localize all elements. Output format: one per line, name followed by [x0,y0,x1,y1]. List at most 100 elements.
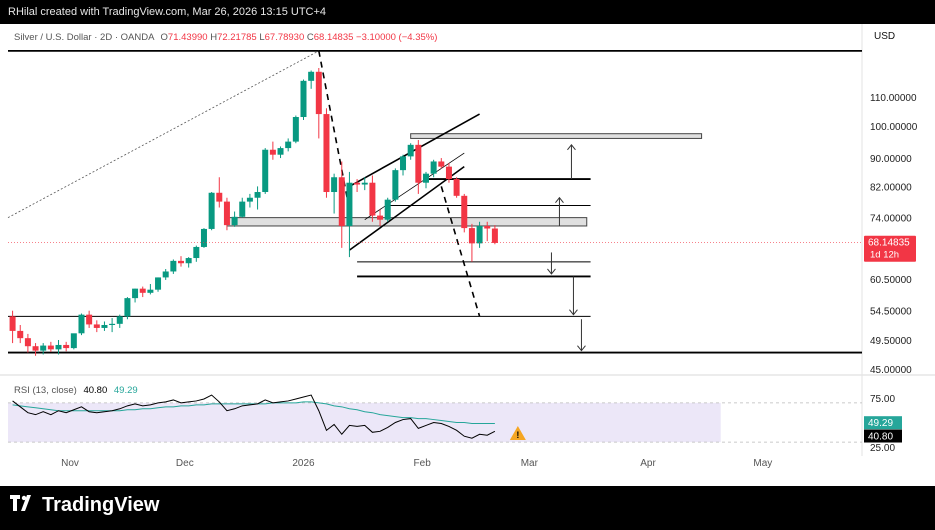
candle-body [239,201,246,217]
price-tick-label: 82.00000 [870,182,912,193]
candle-body [476,225,483,244]
channel-lower-line [348,165,465,251]
legend-low: 67.78930 [264,32,305,43]
candle-body [292,117,299,142]
rsi-ma-tag-box [864,416,902,430]
candle-body [216,192,223,202]
candle-body [392,170,399,200]
price-tick-label: 74.00000 [870,214,912,225]
candle-body [162,271,169,278]
legend-symbol: Silver / U.S. Dollar · 2D · OANDA [14,32,154,43]
candle-body [55,344,62,350]
symbol-legend: Silver / U.S. Dollar · 2D · OANDA O71.43… [14,32,437,43]
price-tag-box [864,235,916,262]
candle-body [277,148,284,155]
candle-body [47,345,54,350]
candle-body [101,325,108,328]
candle-body [308,71,315,81]
dotted-trendline [7,50,319,218]
rsi-value-tag: 40.80 [868,432,893,443]
chart-svg[interactable]: USD 110.00000 100.00000 90.00000 82.00000 74.… [0,24,935,486]
candle-body [86,314,93,325]
price-tag-countdown: 1d 12h [870,250,899,261]
candle-body [453,179,460,196]
candle-body [40,345,47,351]
candle-body [109,323,116,326]
watermark-bar: RHilal created with TradingView.com, Mar… [0,0,935,24]
candle-body [315,71,322,115]
rsi-line [12,394,496,439]
rsi-tick-label: 75.00 [870,394,895,405]
candle-body [438,161,445,167]
price-tick-label: 60.50000 [870,275,912,286]
legend-high-label: H [210,32,218,43]
candle-body [200,228,207,247]
channel-upper-line [349,113,480,188]
candle-body [24,338,31,347]
candle-body [246,197,253,202]
tradingview-logo[interactable]: TradingView [10,494,159,517]
legend-low-label: L [259,32,265,43]
warning-icon [509,426,526,440]
date-tick-label: May [753,458,772,469]
horizontal-zone [410,133,703,139]
candle-body [147,289,154,293]
candle-body [78,314,85,334]
candle-body [354,182,361,185]
candle-body [208,192,215,229]
chart-frame[interactable]: USD 110.00000 100.00000 90.00000 82.00000 74.… [0,24,935,486]
candle-body [193,246,200,259]
rsi-legend: RSI (13, close) 40.80 49.29 [14,385,138,396]
candle-body [70,333,77,349]
rsi-value-tag-box [864,429,902,443]
price-tick-label: 100.00000 [870,122,918,133]
candle-body [445,166,452,180]
legend-change: −3.10000 (−4.35%) [356,32,438,43]
candle-body [139,288,146,293]
candle-body [323,114,330,193]
rsi-band [8,402,721,443]
warning-icon-mark: ! [516,430,519,440]
candle-body [338,177,345,226]
price-tick-label: 90.00000 [870,154,912,165]
brand-name: TradingView [42,494,160,516]
date-tick-label: Nov [61,458,79,469]
candle-body [178,260,185,264]
candle-body [170,260,177,272]
down-arrow-head [569,309,578,316]
date-tick-label: Dec [176,458,194,469]
date-tick-label: Mar [521,458,539,469]
watermark-text: RHilal created with TradingView.com, Mar… [8,6,327,18]
price-tick-label: 45.00000 [870,365,912,376]
price-tag-value: 68.14835 [868,238,910,249]
price-tick-label: 49.50000 [870,336,912,347]
horizontal-zone [226,217,588,227]
channel-mid-line [364,152,465,221]
brand-bar [0,486,935,530]
candle-body [430,161,437,174]
candle-body [32,346,39,351]
candle-body [415,144,422,183]
rsi-legend-ma: 49.29 [113,385,138,396]
candle-body [384,199,391,220]
candle-body [132,288,139,299]
candle-body [285,141,292,149]
rsi-tick-label: 25.00 [870,443,895,454]
candle-body [63,344,70,349]
date-tick-label: Feb [414,458,432,469]
candle-body [262,149,269,193]
down-arrow-head [577,345,586,352]
candle-body [231,216,238,226]
candle-body [484,225,491,229]
candle-body [269,149,276,155]
candle-body [400,156,407,171]
date-tick-label: Apr [640,458,656,469]
candle-body [346,182,353,226]
rsi-ma-tag: 49.29 [868,418,893,429]
candle-body [223,201,230,226]
candle-body [407,144,414,157]
candle-body [377,215,384,220]
candle-body [468,228,475,244]
legend-high: 72.21785 [217,32,257,43]
candle-body [491,228,498,243]
